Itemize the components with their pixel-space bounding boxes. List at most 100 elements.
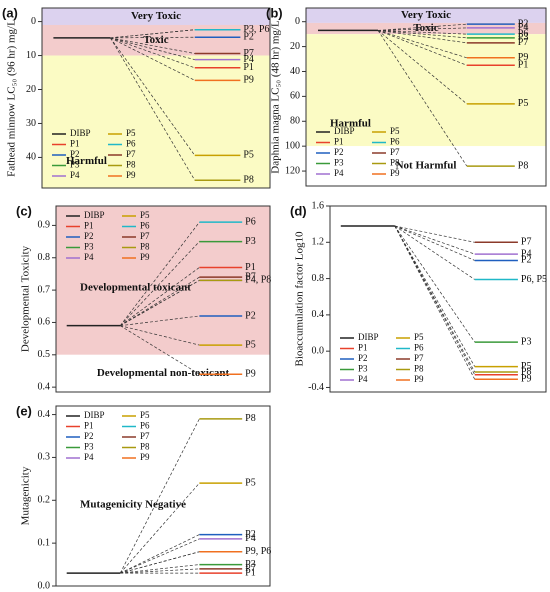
annotation: P5 <box>518 98 529 109</box>
region-label: Toxic <box>413 22 438 34</box>
annotation: P5 <box>521 361 532 372</box>
legend-label: P8 <box>390 158 400 168</box>
y-tick-label: 0.1 <box>38 537 51 548</box>
annotation: P8 <box>518 160 529 171</box>
connector <box>394 225 475 261</box>
y-tick-label: 0 <box>295 16 300 27</box>
legend-label: P4 <box>358 374 368 384</box>
annotation: P4 <box>518 22 529 33</box>
annotation: P4 <box>521 248 532 259</box>
connector <box>394 225 475 243</box>
annotation: P7 <box>245 271 256 282</box>
y-tick-label: 80 <box>290 116 300 127</box>
y-tick-label: 0.5 <box>38 349 51 360</box>
panel: (a) Very Toxic Toxic Harmful 0 10 20 30 40 Fathea… <box>2 5 271 189</box>
legend-label: P7 <box>390 147 400 157</box>
connector <box>110 37 195 60</box>
legend-label: P1 <box>334 137 344 147</box>
connector <box>120 325 200 375</box>
y-tick-label: 0.6 <box>38 317 51 328</box>
y-axis-label: Mutagenicity <box>20 466 32 525</box>
legend-label: P7 <box>140 231 150 241</box>
annotation: P4 <box>245 533 256 544</box>
connector <box>120 551 200 574</box>
legend-label: P1 <box>84 421 94 431</box>
annotation: P4 <box>243 54 254 65</box>
legend-label: P2 <box>84 231 94 241</box>
region <box>56 354 270 392</box>
y-tick-label: 0.0 <box>38 580 51 591</box>
y-tick-label: 0.4 <box>38 381 51 392</box>
legend-label: P3 <box>358 364 368 374</box>
plot-frame <box>41 7 271 189</box>
panel-label: (c) <box>16 203 32 218</box>
legend-label: P1 <box>70 139 80 149</box>
region <box>42 8 270 25</box>
legend-label: P3 <box>70 160 80 170</box>
region-label: Mutagenicity Negative <box>80 499 186 511</box>
region-label: Developmental non-toxicant <box>97 367 230 379</box>
connector <box>120 568 200 574</box>
annotation: P2 <box>521 255 532 266</box>
legend-label: P6 <box>140 421 150 431</box>
annotation: P9 <box>518 52 529 63</box>
legend-label: P8 <box>140 242 150 252</box>
annotation: P2 <box>518 18 529 29</box>
region-label: Harmful <box>330 117 371 129</box>
region <box>306 34 546 147</box>
legend-label: P4 <box>84 252 94 262</box>
legend-label: P3 <box>84 442 94 452</box>
connector <box>377 30 467 66</box>
panel-label: (a) <box>2 5 18 20</box>
legend-label: P9 <box>126 170 136 180</box>
y-axis-label: Developmental Toxicity <box>20 245 32 352</box>
legend-label: P9 <box>414 374 424 384</box>
annotation: P2 <box>245 529 256 540</box>
annotation: P3 <box>521 336 532 347</box>
panel: (e) Mutagenicity Negative 0.0 0.1 0.2 0.3 0.4 M… <box>16 403 271 591</box>
panel: (d) -0.4 0.0 0.4 0.8 1.2 1.6 Bioaccumulation fa… <box>290 200 547 392</box>
connector <box>120 564 200 574</box>
region-label: Harmful <box>66 155 107 167</box>
annotation: P9 <box>245 369 256 380</box>
connector <box>119 241 200 326</box>
connector <box>377 30 468 105</box>
panel-label: (b) <box>266 5 283 20</box>
annotation: P3 <box>518 32 529 43</box>
y-axis-label: Fathead minnow LC₅₀ (96 hr) mg/L <box>6 19 18 177</box>
y-tick-label: 0.9 <box>38 220 51 231</box>
annotation: P7 <box>518 37 529 48</box>
legend-label: P5 <box>414 332 424 342</box>
annotation: P9 <box>243 75 254 86</box>
annotation: P1 <box>245 262 256 273</box>
legend-label: P3 <box>334 158 344 168</box>
connector <box>110 37 195 81</box>
annotation: P4, P8 <box>245 275 271 286</box>
y-tick-label: 0.4 <box>312 309 325 320</box>
legend-label: P4 <box>334 168 344 178</box>
legend-label: DIBP <box>358 332 379 342</box>
y-tick-label: 0 <box>31 16 36 27</box>
annotation: P3 <box>245 236 256 247</box>
panel-label: (e) <box>16 403 32 418</box>
annotation: P1 <box>245 567 256 578</box>
y-tick-label: 1.6 <box>312 200 325 211</box>
region <box>306 8 546 23</box>
connector <box>394 225 475 280</box>
annotation: P2 <box>243 32 254 43</box>
connector <box>120 325 200 346</box>
annotation: P9, P6 <box>245 546 271 557</box>
annotation: P7 <box>521 237 532 248</box>
annotation: P8 <box>245 413 256 424</box>
legend-label: P9 <box>140 252 150 262</box>
legend-label: P2 <box>84 431 94 441</box>
y-axis-label: Daphnia magna LC₅₀ (48 hr) mg/L <box>270 20 282 174</box>
legend-label: DIBP <box>70 128 91 138</box>
annotation: P5 <box>243 150 254 161</box>
annotation: P5 <box>245 477 256 488</box>
legend-label: P7 <box>140 431 150 441</box>
region-label: Not Harmful <box>396 160 457 172</box>
y-tick-label: 20 <box>290 41 300 52</box>
connector <box>120 276 200 326</box>
